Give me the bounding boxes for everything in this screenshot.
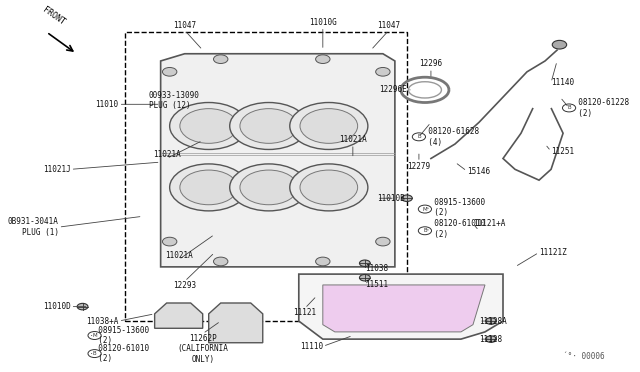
Text: B: B [423, 228, 427, 233]
Text: 12279: 12279 [407, 162, 431, 171]
Text: 11021A: 11021A [164, 251, 193, 260]
Circle shape [163, 237, 177, 246]
Text: 08915-13600
  (2): 08915-13600 (2) [88, 326, 148, 345]
Circle shape [163, 67, 177, 76]
Circle shape [376, 237, 390, 246]
Text: 08120-61010
  (2): 08120-61010 (2) [88, 344, 148, 363]
Circle shape [214, 257, 228, 266]
Circle shape [401, 195, 412, 202]
Circle shape [180, 170, 237, 205]
Text: 08120-61010
  (2): 08120-61010 (2) [425, 219, 485, 239]
Text: 11110: 11110 [300, 342, 323, 351]
Circle shape [486, 336, 497, 342]
Circle shape [240, 170, 298, 205]
Polygon shape [209, 303, 263, 343]
Text: 08915-13600
  (2): 08915-13600 (2) [425, 198, 485, 217]
Circle shape [360, 275, 371, 281]
Text: 11038: 11038 [365, 264, 388, 273]
Circle shape [486, 318, 497, 324]
Text: 11010: 11010 [95, 100, 118, 109]
Text: M: M [422, 206, 428, 212]
Text: 11021J: 11021J [43, 165, 70, 174]
Circle shape [552, 41, 566, 49]
Text: 11121: 11121 [293, 308, 316, 317]
Text: 11038+A: 11038+A [86, 317, 118, 326]
Polygon shape [323, 285, 485, 332]
Circle shape [214, 55, 228, 64]
Circle shape [290, 103, 368, 150]
Text: 08120-61228
  (2): 08120-61228 (2) [569, 98, 629, 118]
Text: 11251: 11251 [551, 147, 574, 156]
Circle shape [316, 257, 330, 266]
Circle shape [77, 303, 88, 310]
Circle shape [316, 55, 330, 64]
Circle shape [290, 164, 368, 211]
Text: 0B931-3041A
PLUG (1): 0B931-3041A PLUG (1) [8, 218, 58, 237]
Text: 11021A: 11021A [339, 135, 367, 144]
Text: 15146: 15146 [467, 167, 490, 176]
Circle shape [376, 67, 390, 76]
Circle shape [230, 103, 308, 150]
Text: 11128: 11128 [479, 335, 502, 344]
Text: 11140: 11140 [551, 78, 574, 87]
Text: 11010G: 11010G [309, 17, 337, 27]
Circle shape [300, 109, 358, 143]
Text: 11121Z: 11121Z [539, 248, 567, 257]
Circle shape [180, 109, 237, 143]
Text: 11047: 11047 [173, 21, 196, 30]
Circle shape [360, 260, 371, 266]
Text: 12293: 12293 [173, 281, 196, 290]
Text: 11010B: 11010B [377, 194, 404, 203]
Circle shape [170, 103, 248, 150]
Text: 00933-13090
PLUG (12): 00933-13090 PLUG (12) [148, 91, 200, 110]
Text: 11511: 11511 [365, 280, 388, 289]
Text: M: M [92, 333, 97, 338]
Text: ´°· 00006: ´°· 00006 [563, 352, 605, 361]
Text: 12296: 12296 [419, 59, 442, 68]
Circle shape [300, 170, 358, 205]
Text: 12296E: 12296E [379, 85, 407, 94]
Text: 11021A: 11021A [153, 150, 180, 158]
Text: 11047: 11047 [378, 21, 401, 30]
Text: 11128A: 11128A [479, 317, 507, 326]
Circle shape [230, 164, 308, 211]
Text: FRONT: FRONT [40, 5, 66, 27]
Text: 08120-61628
  (4): 08120-61628 (4) [419, 127, 479, 147]
Text: 11262P
(CALIFORNIA
ONLY): 11262P (CALIFORNIA ONLY) [177, 334, 228, 363]
Polygon shape [161, 54, 395, 267]
Text: B: B [417, 134, 420, 140]
Text: B: B [567, 105, 571, 110]
Polygon shape [155, 303, 203, 328]
Text: B: B [93, 351, 97, 356]
Text: 11121+A: 11121+A [473, 219, 506, 228]
Circle shape [170, 164, 248, 211]
Polygon shape [299, 274, 503, 339]
Circle shape [240, 109, 298, 143]
Text: 11010D: 11010D [43, 302, 70, 311]
